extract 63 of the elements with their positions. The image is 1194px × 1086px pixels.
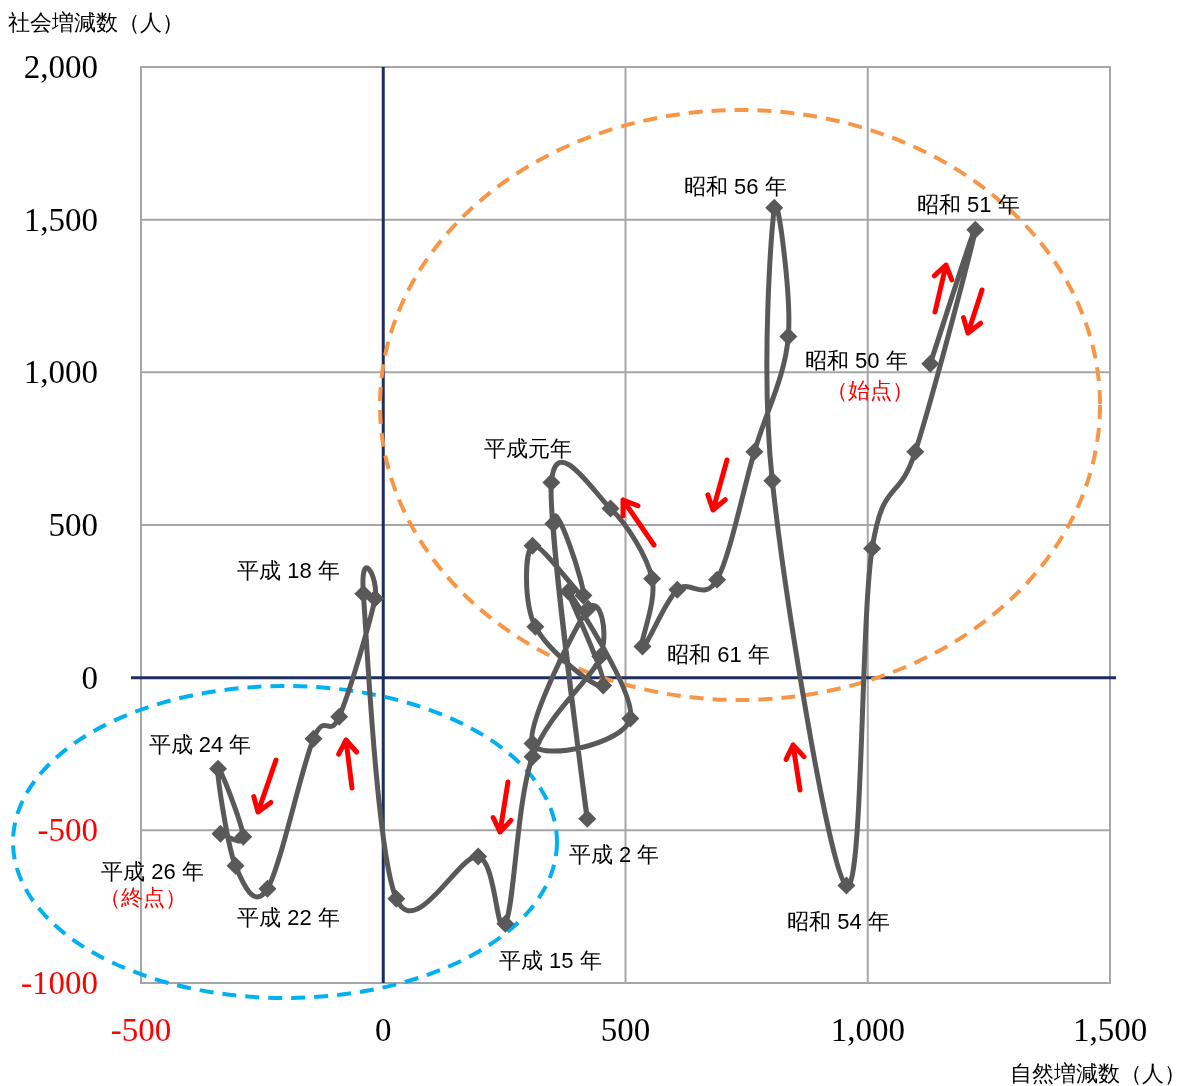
point [387,889,406,908]
annotation: 平成 18 年 [237,557,340,583]
y-tick-label: 2,000 [23,49,98,85]
y-tick-label: 0 [81,659,98,696]
annotation: 昭和 61 年 [667,641,770,667]
point [258,879,277,898]
annotation: 平成 22 年 [237,904,340,930]
point [234,827,253,846]
point [209,759,228,778]
annotation: 平成 2 年 [568,841,660,867]
annotation: 昭和 56 年 [683,173,787,199]
point [633,637,652,656]
y-axis-title: 社会増減数（人） [8,10,184,35]
point [966,220,985,239]
point [594,676,613,695]
point [579,599,598,618]
point [330,707,349,726]
point [211,824,230,843]
point [574,586,593,605]
point [542,473,561,492]
x-tick-label: 1,500 [1072,1012,1148,1048]
x-axis-title: 自然増減数（人） [1010,1061,1186,1086]
point [643,569,662,588]
point [226,856,245,875]
x-tick-label: 500 [600,1012,651,1048]
x-tick-label: 0 [375,1012,392,1048]
point [354,584,373,603]
point [765,198,784,217]
point [578,809,597,828]
x-tick-label: -500 [110,1012,172,1048]
point [496,914,515,933]
annotation: 平成 15 年 [498,947,602,973]
point [366,589,385,608]
annotation: 昭和 50 年 [804,347,908,373]
point [906,442,925,461]
point [526,617,545,636]
point [837,876,856,895]
y-tick-label: -1000 [21,965,98,1001]
point [621,709,640,728]
point [708,570,727,589]
y-tick-label: 500 [48,507,98,543]
x-tick-label: 1,000 [830,1012,905,1048]
point [304,729,323,748]
annotation: （終点） [99,884,188,910]
point [763,471,782,490]
point [523,536,542,555]
point [469,847,488,866]
annotation: 平成 26 年 [101,858,204,884]
annotation: 平成元年 [484,435,573,461]
point [745,442,764,461]
point [668,580,687,599]
annotation: 昭和 51 年 [916,191,1020,217]
point [921,354,940,373]
y-tick-label: -500 [37,812,98,849]
annotation: （始点） [826,377,915,403]
y-tick-label: 1,500 [23,201,98,238]
point [863,539,882,558]
point [559,582,578,601]
annotation: 昭和 54 年 [787,908,890,934]
annotation: 平成 24 年 [148,731,252,757]
point [779,327,798,346]
point [601,499,620,518]
y-tick-label: 1,000 [23,354,98,391]
